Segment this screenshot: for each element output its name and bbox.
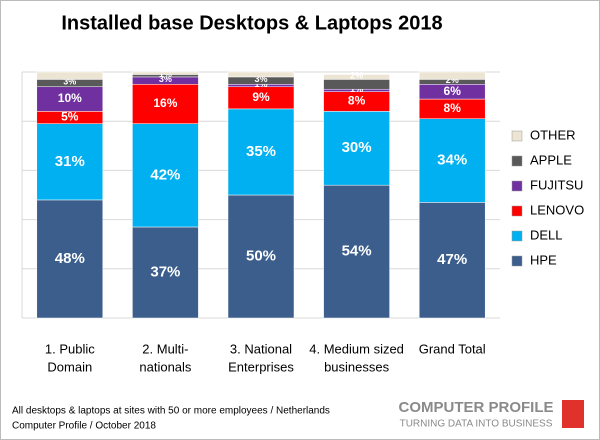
data-label: 3% — [254, 74, 267, 84]
bar-segment — [36, 199, 104, 319]
data-label: 8% — [444, 101, 462, 115]
bar-segment — [418, 202, 486, 319]
bar-segment — [323, 74, 390, 80]
data-label: 16% — [153, 96, 177, 110]
bar-segment — [36, 123, 104, 201]
data-label: 5% — [61, 110, 79, 124]
data-label: 48% — [55, 250, 85, 267]
x-tick-label: nationals — [139, 359, 192, 374]
data-label: 30% — [342, 139, 372, 156]
footnote: All desktops & laptops at sites with 50 … — [12, 406, 330, 417]
legend-swatch — [511, 180, 523, 192]
bar-segment — [36, 86, 104, 112]
bar-segment — [132, 123, 199, 228]
legend-label: OTHER — [530, 127, 576, 142]
bar-segment — [132, 71, 199, 75]
legend-label: DELL — [530, 227, 563, 242]
legend-label: FUJITSU — [530, 177, 583, 192]
bar-segment — [227, 71, 295, 78]
bar-segment — [227, 108, 295, 196]
x-tick-label: Domain — [47, 359, 92, 374]
legend-swatch — [511, 255, 523, 267]
legend-label: HPE — [530, 252, 557, 267]
legend-swatch — [511, 205, 523, 217]
x-tick-label: 4. Medium sized — [309, 341, 404, 356]
data-label: 2% — [350, 70, 363, 80]
data-label: 34% — [437, 152, 467, 169]
x-tick-label: 3. National — [230, 341, 292, 356]
data-label: 35% — [246, 143, 276, 160]
data-label: 6% — [444, 84, 462, 98]
bar-segment — [323, 79, 390, 90]
data-label: 8% — [348, 94, 366, 108]
legend-swatch — [511, 230, 523, 242]
data-label: 31% — [55, 153, 85, 170]
data-label: 10% — [58, 91, 82, 105]
bar-segment — [132, 226, 199, 319]
bar-segment — [227, 194, 295, 319]
footnote: Computer Profile / October 2018 — [12, 421, 156, 432]
data-label: 3% — [63, 76, 76, 86]
logo-mark — [562, 400, 584, 428]
x-tick-label: Grand Total — [419, 341, 486, 356]
data-label: 2% — [446, 75, 459, 85]
x-tick-label: Enterprises — [228, 359, 294, 374]
legend-swatch — [511, 130, 523, 142]
bar-segment — [418, 118, 486, 203]
data-label: 37% — [150, 263, 180, 280]
bar-segment — [132, 84, 199, 124]
logo-tagline: TURNING DATA INTO BUSINESS — [400, 419, 553, 430]
x-tick-label: 2. Multi- — [142, 341, 188, 356]
data-label: 42% — [150, 166, 180, 183]
x-tick-label: 1. Public — [45, 341, 95, 356]
data-label: 54% — [342, 243, 372, 260]
legend-label: LENOVO — [530, 202, 584, 217]
x-tick-label: businesses — [324, 359, 390, 374]
data-label: 9% — [252, 90, 270, 104]
bar-segment — [36, 71, 104, 80]
chart-title: Installed base Desktops & Laptops 2018 — [61, 12, 442, 34]
data-label: 47% — [437, 251, 467, 268]
data-label: 50% — [246, 247, 276, 264]
logo-name: COMPUTER PROFILE — [398, 399, 553, 416]
legend-swatch — [511, 155, 523, 167]
data-label: 3% — [159, 74, 172, 84]
legend-label: APPLE — [530, 152, 572, 167]
bar-segment — [323, 184, 390, 319]
bar-segment — [418, 71, 486, 80]
